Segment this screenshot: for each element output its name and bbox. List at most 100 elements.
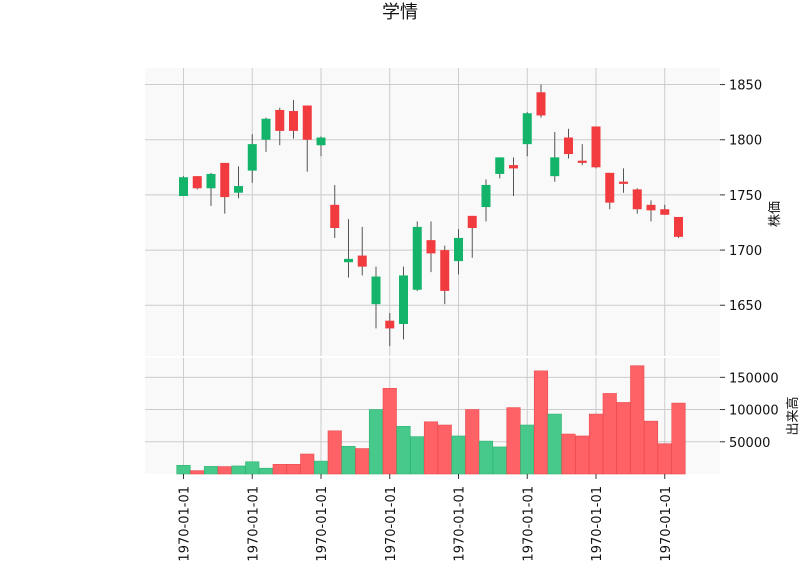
- volume-bar: [396, 426, 411, 475]
- volume-bar: [561, 433, 576, 475]
- x-tick-label: 1970-01-01: [659, 486, 674, 562]
- candle-body: [302, 105, 312, 140]
- volume-bar: [506, 407, 521, 475]
- volume-bar: [231, 465, 246, 475]
- candle-body: [247, 144, 257, 171]
- volume-tick-label: 100000: [729, 404, 779, 419]
- volume-bar: [382, 387, 397, 475]
- candle-body: [179, 177, 188, 196]
- candle-body: [330, 204, 340, 228]
- volume-tick-label: 150000: [729, 371, 779, 386]
- candle-body: [564, 137, 573, 155]
- candle-body: [399, 275, 408, 324]
- price-tick-label: 1750: [729, 189, 762, 204]
- candle-body: [316, 137, 326, 146]
- candles: [179, 84, 683, 347]
- x-tick-label: 1970-01-01: [590, 486, 605, 562]
- candle-body: [426, 240, 436, 254]
- volume-bar: [602, 393, 617, 475]
- volume-bar: [368, 409, 384, 475]
- price-tick-label: 1700: [729, 244, 762, 259]
- volume-bar: [671, 402, 686, 475]
- x-tick-label: 1970-01-01: [384, 486, 399, 562]
- candle-body: [550, 157, 560, 177]
- candle-body: [220, 162, 230, 198]
- volume-bar: [437, 424, 452, 475]
- volume-bar: [286, 464, 301, 475]
- volume-bar: [272, 464, 287, 475]
- candle-body: [509, 165, 518, 169]
- candle-body: [440, 250, 450, 291]
- volume-bar: [630, 365, 645, 475]
- price-axis-label: 株価: [768, 201, 783, 227]
- volume-bar: [643, 420, 659, 475]
- candle-body: [357, 255, 367, 267]
- candle-body: [577, 160, 587, 163]
- volume-bar: [258, 467, 274, 475]
- candle-body: [467, 215, 477, 228]
- volume-bar: [355, 448, 370, 475]
- volume-bar: [300, 453, 315, 475]
- candle-body: [660, 209, 670, 215]
- volume-bar: [492, 446, 507, 475]
- volume-bar: [245, 461, 260, 475]
- candle-body: [536, 92, 546, 116]
- x-tick-label: 1970-01-01: [246, 486, 261, 562]
- volume-bar: [478, 440, 494, 475]
- volume-bar: [575, 435, 590, 475]
- candle-body: [674, 216, 683, 237]
- volume-bar: [341, 445, 356, 475]
- volume-bar: [533, 370, 549, 475]
- candle-body: [632, 189, 642, 210]
- volume-axis: 50000 100000 150000: [720, 371, 779, 451]
- x-tick-label: 1970-01-01: [453, 486, 468, 562]
- price-axis: 1650 1700 1750 1800 1850: [720, 79, 762, 314]
- volume-tick-label: 50000: [729, 436, 770, 451]
- volume-bar: [176, 464, 191, 475]
- candle-body: [454, 237, 463, 262]
- volume-bar: [217, 466, 232, 475]
- candle-body: [605, 172, 615, 203]
- candle-body: [385, 320, 395, 329]
- volume-bar: [410, 436, 425, 475]
- volume-bar: [190, 470, 205, 475]
- volume-bar: [451, 435, 466, 475]
- volume-bar: [423, 421, 439, 475]
- candle-body: [192, 176, 202, 189]
- candle-body: [619, 181, 628, 184]
- price-tick-label: 1850: [729, 79, 762, 94]
- price-panel-background: [145, 68, 720, 356]
- candle-body: [591, 126, 601, 168]
- price-tick-label: 1800: [729, 134, 762, 149]
- volume-bar: [327, 430, 342, 475]
- candle-body: [412, 226, 422, 290]
- volume-bar: [657, 443, 672, 475]
- volume-bar: [520, 424, 535, 475]
- chart-title: 学情: [382, 2, 418, 23]
- candle-body: [646, 204, 656, 211]
- volume-bar: [588, 413, 604, 475]
- candle-body: [495, 157, 505, 174]
- candle-body: [206, 173, 216, 189]
- price-tick-label: 1650: [729, 299, 762, 314]
- candle-body: [261, 118, 271, 140]
- volume-bar: [203, 466, 219, 475]
- candle-body: [234, 186, 243, 193]
- volume-bar: [313, 460, 329, 475]
- volume-bars: [176, 365, 686, 475]
- candle-body: [289, 111, 298, 131]
- candle-body: [481, 184, 491, 208]
- volume-bar: [547, 413, 562, 475]
- volume-axis-label: 出来高: [785, 396, 800, 435]
- candle-body: [275, 109, 285, 131]
- volume-bar: [616, 402, 631, 475]
- candle-body: [344, 258, 353, 263]
- x-tick-label: 1970-01-01: [521, 486, 536, 562]
- x-tick-label: 1970-01-01: [178, 486, 193, 562]
- x-tick-label: 1970-01-01: [315, 486, 330, 562]
- x-axis: 1970-01-01 1970-01-01 1970-01-01 1970-01-01…: [178, 474, 674, 562]
- candle-body: [371, 276, 381, 305]
- volume-bar: [465, 409, 480, 475]
